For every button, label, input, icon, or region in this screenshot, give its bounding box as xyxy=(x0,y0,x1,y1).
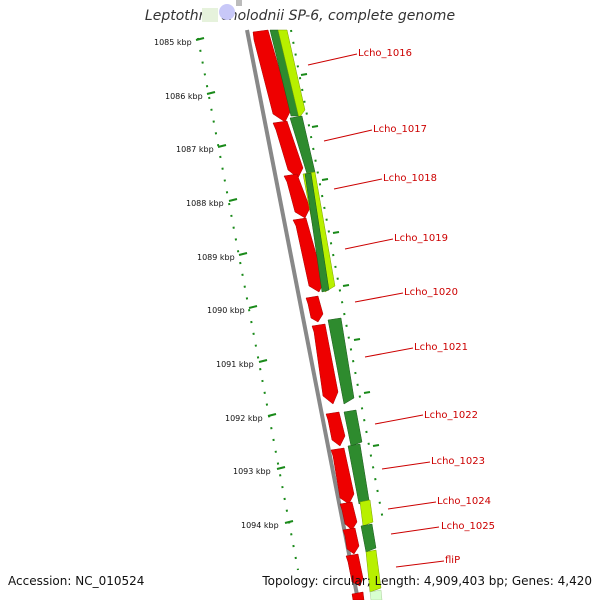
gene-label: Lcho_1019 xyxy=(394,233,448,244)
forward-strand-genes xyxy=(269,29,383,600)
ruler-label: 1085 kbp xyxy=(154,38,192,47)
gene-label: Lcho_1018 xyxy=(383,173,437,184)
ruler-label: 1087 kbp xyxy=(176,145,214,154)
ruler-label: 1091 kbp xyxy=(216,360,254,369)
gene-arrow-green xyxy=(343,409,363,447)
ruler-tick xyxy=(238,252,248,256)
label-leaders xyxy=(307,53,445,568)
right-axis-tick xyxy=(311,125,319,128)
gene-label: Lcho_1020 xyxy=(404,287,458,298)
leader-line xyxy=(390,526,440,535)
gene-arrow-lime xyxy=(277,29,306,119)
leader-line xyxy=(387,501,437,510)
reverse-strand-genes xyxy=(252,29,365,600)
leader-line xyxy=(344,238,394,250)
gene-label: Lcho_1017 xyxy=(373,124,427,135)
ruler-tick xyxy=(248,305,258,309)
gene-arrow-green xyxy=(360,523,377,553)
gene-arrow-red xyxy=(292,217,325,293)
decoration-box xyxy=(202,8,218,22)
right-axis-tick xyxy=(300,73,308,76)
ruler-tick xyxy=(195,37,205,41)
gene-label: Lcho_1022 xyxy=(424,410,478,421)
gene-arrow-red xyxy=(345,553,364,587)
gene-arrow-green xyxy=(304,172,330,293)
ruler-tick xyxy=(217,144,227,148)
gene-labels: Lcho_1016 Lcho_1017 Lcho_1018 Lcho_1019 … xyxy=(358,48,495,566)
right-axis-tick xyxy=(363,391,371,394)
leader-line xyxy=(307,53,358,66)
leader-line xyxy=(333,178,383,190)
gene-label: Lcho_1021 xyxy=(414,342,468,353)
gene-label: Lcho_1016 xyxy=(358,48,412,59)
ruler-label: 1094 kbp xyxy=(241,521,279,530)
right-axis-tick xyxy=(372,444,380,447)
gene-arrow-red xyxy=(325,411,346,447)
gene-arrow-lime xyxy=(369,589,383,600)
ruler-tick xyxy=(276,466,286,470)
gene-label: fliP xyxy=(445,555,460,566)
gene-label: Lcho_1024 xyxy=(437,496,491,507)
ruler-tick xyxy=(284,520,294,524)
top-decoration xyxy=(202,0,242,22)
right-axis-tick xyxy=(321,178,329,181)
leader-line xyxy=(323,129,373,142)
gene-label: Lcho_1025 xyxy=(441,521,495,532)
right-axis-tick xyxy=(332,231,340,234)
right-axis-ticks xyxy=(300,73,380,447)
ruler-tick xyxy=(206,91,216,95)
gene-arrow-red xyxy=(311,323,339,405)
gene-arrow-red xyxy=(305,295,324,323)
ruler-tick xyxy=(228,198,238,202)
leader-line xyxy=(395,560,445,568)
genome-backbone xyxy=(245,29,360,600)
accession-label: Accession: NC_010524 xyxy=(8,574,145,588)
leader-line xyxy=(381,461,431,470)
leader-line xyxy=(354,292,404,303)
right-axis xyxy=(290,29,384,521)
ruler-tick xyxy=(258,359,268,363)
right-axis-tick xyxy=(342,284,350,287)
gene-arrow-red xyxy=(342,527,360,555)
decoration-circle xyxy=(219,4,235,20)
right-axis-tick xyxy=(353,338,361,341)
ruler-label: 1086 kbp xyxy=(165,92,203,101)
gene-label: Lcho_1023 xyxy=(431,456,485,467)
topology-label: Topology: circular; Length: 4,909,403 bp… xyxy=(262,574,592,588)
gene-arrow-red xyxy=(351,591,365,600)
ruler-label: 1090 kbp xyxy=(207,306,245,315)
gene-arrow-lime xyxy=(359,499,374,527)
gene-arrow-lime xyxy=(365,549,382,593)
gene-arrow-green xyxy=(327,317,355,405)
ruler-tick xyxy=(267,413,277,417)
leader-line xyxy=(364,347,414,358)
ruler-label: 1092 kbp xyxy=(225,414,263,423)
ruler-label: 1088 kbp xyxy=(186,199,224,208)
ruler-label: 1093 kbp xyxy=(233,467,271,476)
decoration-tab xyxy=(236,0,242,6)
leader-line xyxy=(374,414,424,425)
ruler-label: 1089 kbp xyxy=(197,253,235,262)
ruler: 1085 kbp 1086 kbp 1087 kbp 1088 kbp 1089… xyxy=(154,37,294,530)
